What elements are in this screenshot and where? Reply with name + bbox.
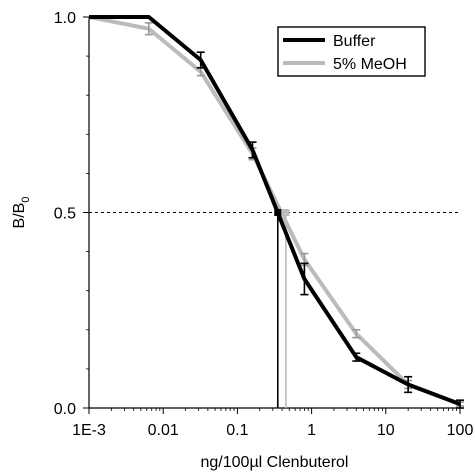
- legend-label-buffer: Buffer: [333, 33, 376, 50]
- y-axis-label-main: B/B: [11, 203, 28, 229]
- y-axis-label: B/B0: [11, 197, 32, 229]
- y-axis-label-subscript: 0: [20, 197, 32, 203]
- x-axis-label: ng/100µl Clenbuterol: [201, 454, 349, 471]
- x-tick-label: 0.1: [226, 422, 248, 439]
- x-tick-label: 10: [377, 422, 395, 439]
- ic50-marker-meoh: [282, 209, 290, 216]
- legend-label-meoh: 5% MeOH: [333, 56, 407, 73]
- series-line-meoh: [88, 15, 461, 406]
- legend-box: [277, 26, 426, 77]
- ic50-marker-buffer: [274, 209, 282, 216]
- x-tick-label: 1: [307, 422, 316, 439]
- y-tick-label: 0.0: [54, 401, 76, 418]
- x-tick-label: 1E-3: [72, 422, 106, 439]
- ticks: 1E-3 0.01 0.1 1 10 100 0.0 0.5 1.0: [54, 10, 474, 439]
- y-tick-label: 0.5: [54, 206, 76, 223]
- x-tick-label: 0.01: [148, 422, 179, 439]
- y-tick-label: 1.0: [54, 10, 76, 27]
- series-layer: [88, 15, 464, 409]
- x-tick-label: 100: [447, 422, 474, 439]
- legend: Buffer 5% MeOH: [277, 26, 426, 77]
